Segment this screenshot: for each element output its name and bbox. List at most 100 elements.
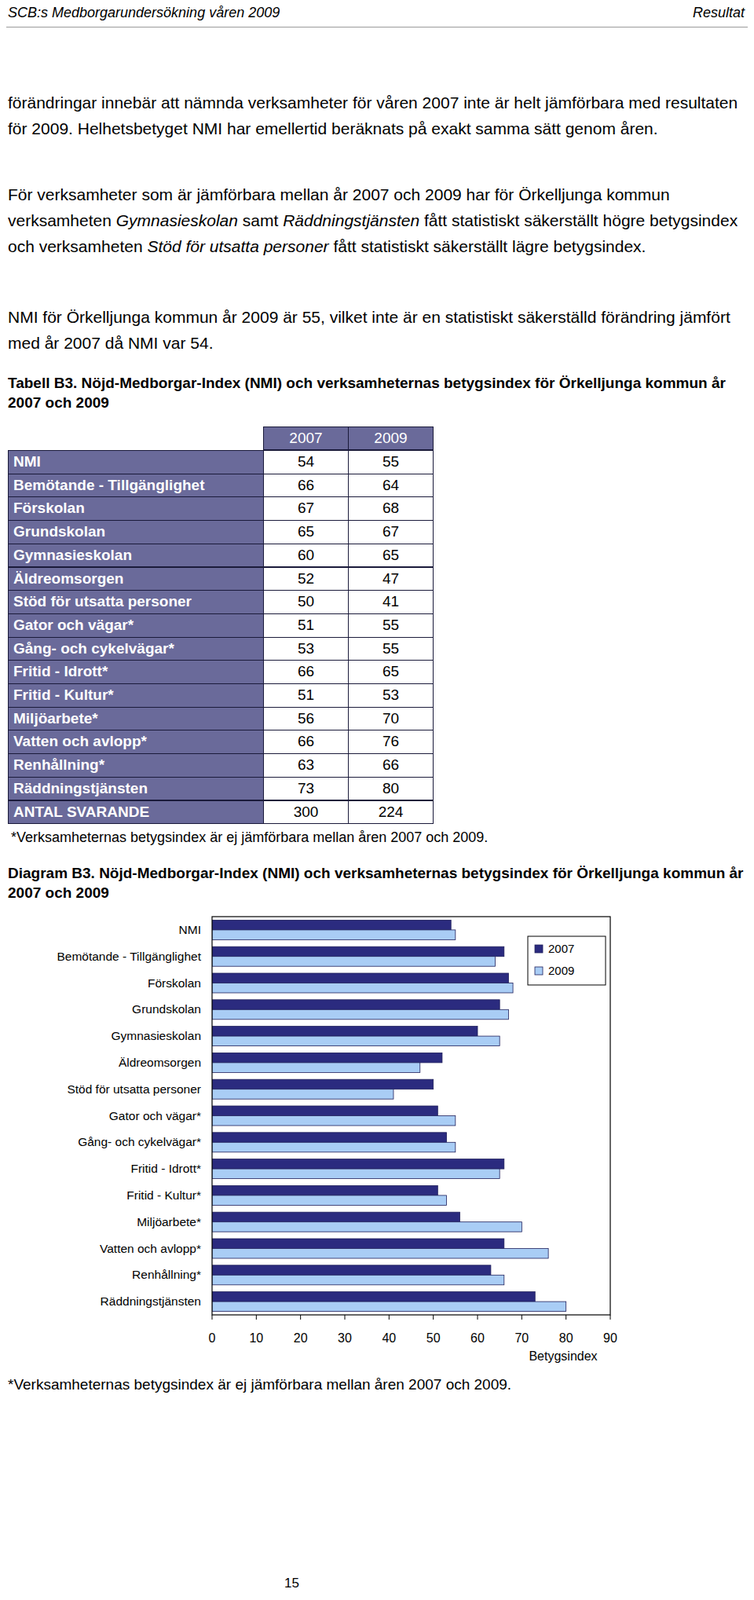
text-run: NMI för Örkelljunga kommun år 2009 är 55… [7, 307, 731, 352]
tick-mark [521, 1314, 523, 1320]
page-number: 15 [284, 1575, 300, 1592]
bar [212, 1052, 443, 1063]
bar [212, 999, 500, 1011]
tick-mark [256, 1314, 257, 1320]
legend-swatch [534, 966, 543, 975]
bar [212, 956, 496, 967]
bar [212, 1195, 447, 1206]
tick-mark [610, 1314, 612, 1320]
bar [212, 1089, 394, 1100]
bar [212, 1035, 500, 1047]
table-value: 55 [347, 636, 434, 662]
bar [212, 1132, 447, 1143]
row-label: Räddningstjänsten [7, 776, 264, 802]
tick-mark [477, 1314, 479, 1320]
bar [212, 1274, 505, 1285]
bar [212, 1159, 505, 1170]
tick-label: 10 [248, 1331, 264, 1345]
table-value: 54 [263, 450, 349, 475]
bar [212, 1238, 505, 1249]
category-label: Gator och vägar* [109, 1109, 202, 1123]
bar [212, 1141, 456, 1153]
table-value: 52 [263, 567, 349, 592]
table-value: 53 [347, 683, 434, 708]
tick-label: 50 [426, 1331, 441, 1345]
paragraph: förändringar innebär att nämnda verksamh… [7, 89, 747, 142]
chart-title: Diagram B3. Nöjd-Medborgar-Index (NMI) o… [7, 863, 747, 903]
bars [212, 919, 567, 1311]
category-label: Förskolan [147, 976, 202, 990]
table-value: 66 [263, 473, 349, 498]
row-label: NMI [7, 450, 264, 475]
table-value: 66 [263, 729, 349, 754]
bar [212, 1185, 438, 1196]
bar [212, 1301, 567, 1312]
table-caption: Tabell B3. Nöjd-Medborgar-Index (NMI) oc… [7, 373, 747, 413]
row-label: Bemötande - Tillgänglighet [7, 473, 264, 498]
row-label: Gång- och cykelvägar* [7, 636, 264, 662]
table-value: 50 [263, 589, 349, 615]
table-value: 41 [347, 589, 434, 615]
plot-frame [212, 916, 611, 1315]
row-label: Gymnasieskolan [7, 543, 264, 568]
row-label: ANTAL SVARANDE [7, 800, 264, 825]
table-value: 73 [263, 776, 349, 802]
tick-mark [344, 1314, 346, 1320]
bar [212, 983, 513, 994]
header-left: SCB:s Medborgarundersökning våren 2009 [7, 4, 280, 22]
table-note: *Verksamheternas betygsindex är ej jämfö… [10, 829, 488, 846]
row-label: Förskolan [7, 496, 264, 521]
header-rule [6, 26, 748, 28]
table-value: 67 [263, 496, 349, 521]
bar [212, 1211, 460, 1223]
table-value: 80 [347, 776, 434, 802]
table-value: 60 [263, 543, 349, 568]
tick-label: 30 [337, 1331, 352, 1345]
bar [212, 1079, 434, 1090]
axis-label: Betygsindex [528, 1349, 597, 1363]
bar [212, 1062, 421, 1073]
bar [212, 1026, 478, 1037]
category-label: Bemötande - Tillgänglighet [56, 949, 202, 963]
row-label: Stöd för utsatta personer [7, 589, 264, 615]
table-value: 53 [263, 636, 349, 662]
category-label: Vatten och avlopp* [99, 1241, 202, 1256]
tick-mark [388, 1314, 390, 1320]
tick-label: 0 [208, 1331, 216, 1345]
bar [212, 919, 451, 930]
bar [212, 1168, 500, 1179]
table-value: 56 [263, 706, 349, 732]
bar [212, 929, 456, 941]
table-value: 224 [347, 800, 434, 825]
category-label: Renhållning* [131, 1267, 202, 1282]
tick-label: 70 [514, 1331, 529, 1345]
chart-note: *Verksamheternas betygsindex är ej jämfö… [7, 1376, 512, 1394]
text-run: samt [237, 211, 283, 230]
category-label: Fritid - Idrott* [130, 1161, 202, 1175]
table-value: 68 [347, 496, 434, 521]
table-value: 55 [347, 450, 434, 475]
category-label: Miljöarbete* [136, 1215, 202, 1229]
tick-label: 20 [293, 1331, 308, 1345]
row-label: Fritid - Kultur* [7, 683, 264, 708]
category-label: Räddningstjänsten [100, 1294, 202, 1308]
legend-label: 2007 [548, 941, 575, 956]
table-value: 55 [347, 613, 434, 638]
tick-label: 60 [470, 1331, 485, 1345]
bar [212, 1265, 491, 1276]
tick-mark [565, 1314, 567, 1320]
table-value: 47 [347, 567, 434, 592]
text-run: Stöd för utsatta personer [146, 237, 329, 256]
tick-mark [212, 1314, 213, 1320]
row-label: Äldreomsorgen [7, 567, 264, 592]
bar [212, 1222, 522, 1233]
legend-label: 2009 [548, 963, 575, 978]
bar [212, 946, 505, 957]
header-right: Resultat [692, 4, 745, 22]
category-label: Gång- och cykelvägar* [77, 1134, 202, 1149]
page: SCB:s Medborgarundersökning våren 2009 Re… [0, 0, 754, 1600]
category-label: Stöd för utsatta personer [66, 1082, 202, 1096]
row-label: Vatten och avlopp* [7, 729, 264, 754]
tick-mark [432, 1314, 434, 1320]
legend-swatch [534, 944, 543, 953]
